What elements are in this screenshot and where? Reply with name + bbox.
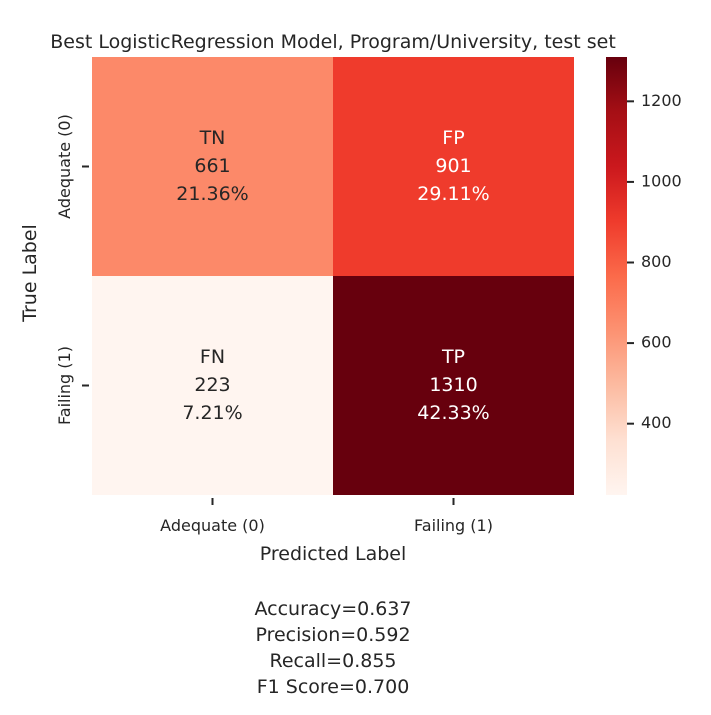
y-axis-ticks: Adequate (0) Failing (1) — [55, 114, 89, 425]
y-axis-label: True Label — [19, 224, 41, 323]
x-axis-label: Predicted Label — [260, 543, 407, 565]
cell-percent-fn: 7.21% — [182, 402, 242, 424]
y-tick-label: Adequate (0) — [55, 114, 74, 219]
metrics-block: Accuracy=0.637 Precision=0.592 Recall=0.85… — [254, 598, 411, 698]
cell-name-fp: FP — [442, 127, 464, 149]
cell-count-fp: 901 — [435, 155, 471, 177]
metric-line: Precision=0.592 — [255, 624, 410, 646]
colorbar — [606, 57, 627, 495]
heatmap-cells: TN 661 21.36% FP 901 29.11% FN 223 7.21% TP 1310 42… — [92, 57, 574, 495]
cell-name-tp: TP — [441, 346, 465, 368]
colorbar-ticks: 400 600 800 1000 1200 — [627, 91, 682, 432]
cell-percent-tn: 21.36% — [176, 183, 248, 205]
metric-line: F1 Score=0.700 — [257, 676, 410, 698]
x-axis-ticks: Adequate (0) Failing (1) — [160, 498, 493, 535]
heatmap-cell-fn — [92, 276, 333, 495]
heatmap-cell-tp — [333, 276, 574, 495]
cell-name-fn: FN — [200, 346, 225, 368]
colorbar-tick-label: 400 — [641, 413, 672, 432]
cell-name-tn: TN — [199, 127, 226, 149]
cell-percent-tp: 42.33% — [417, 402, 489, 424]
colorbar-tick-label: 800 — [641, 252, 672, 271]
cell-count-fn: 223 — [194, 374, 230, 396]
colorbar-tick-label: 600 — [641, 333, 672, 352]
colorbar-tick-label: 1000 — [641, 171, 682, 190]
cell-percent-fp: 29.11% — [417, 183, 489, 205]
y-tick-label: Failing (1) — [55, 346, 74, 425]
cell-count-tp: 1310 — [429, 374, 477, 396]
cell-count-tn: 661 — [194, 155, 230, 177]
heatmap-cell-tn — [92, 57, 333, 276]
heatmap-cell-fp — [333, 57, 574, 276]
x-tick-label: Adequate (0) — [160, 516, 265, 535]
metric-line: Recall=0.855 — [270, 650, 397, 672]
metric-line: Accuracy=0.637 — [254, 598, 411, 620]
x-tick-label: Failing (1) — [414, 516, 493, 535]
colorbar-tick-label: 1200 — [641, 91, 682, 110]
chart-title: Best LogisticRegression Model, Program/U… — [50, 31, 616, 53]
